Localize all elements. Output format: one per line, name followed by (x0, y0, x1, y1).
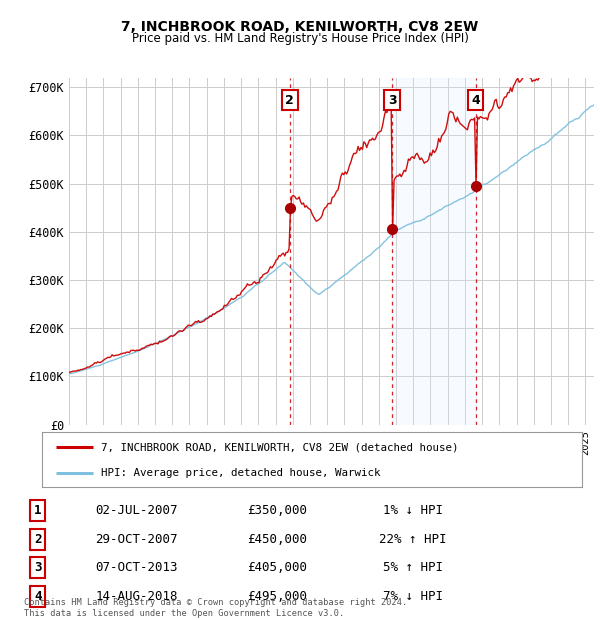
Text: 02-JUL-2007: 02-JUL-2007 (95, 505, 178, 518)
Text: 2: 2 (286, 94, 294, 107)
Text: 5% ↑ HPI: 5% ↑ HPI (383, 561, 443, 574)
Text: 3: 3 (34, 561, 41, 574)
Text: £495,000: £495,000 (247, 590, 307, 603)
Text: £450,000: £450,000 (247, 533, 307, 546)
Text: HPI: Average price, detached house, Warwick: HPI: Average price, detached house, Warw… (101, 468, 381, 478)
Text: 3: 3 (388, 94, 397, 107)
Text: 1: 1 (34, 505, 41, 518)
Text: 22% ↑ HPI: 22% ↑ HPI (379, 533, 446, 546)
Text: 1% ↓ HPI: 1% ↓ HPI (383, 505, 443, 518)
Bar (392, 78, 476, 425)
Text: £350,000: £350,000 (247, 505, 307, 518)
Text: £405,000: £405,000 (247, 561, 307, 574)
Text: Contains HM Land Registry data © Crown copyright and database right 2024.
This d: Contains HM Land Registry data © Crown c… (24, 598, 407, 618)
Text: 4: 4 (471, 94, 480, 107)
Text: 7, INCHBROOK ROAD, KENILWORTH, CV8 2EW: 7, INCHBROOK ROAD, KENILWORTH, CV8 2EW (121, 20, 479, 34)
Text: 7% ↓ HPI: 7% ↓ HPI (383, 590, 443, 603)
Text: 4: 4 (34, 590, 41, 603)
Text: Price paid vs. HM Land Registry's House Price Index (HPI): Price paid vs. HM Land Registry's House … (131, 32, 469, 45)
Text: 2: 2 (34, 533, 41, 546)
Text: 7, INCHBROOK ROAD, KENILWORTH, CV8 2EW (detached house): 7, INCHBROOK ROAD, KENILWORTH, CV8 2EW (… (101, 443, 459, 453)
Text: 14-AUG-2018: 14-AUG-2018 (95, 590, 178, 603)
Text: 29-OCT-2007: 29-OCT-2007 (95, 533, 178, 546)
Text: 07-OCT-2013: 07-OCT-2013 (95, 561, 178, 574)
